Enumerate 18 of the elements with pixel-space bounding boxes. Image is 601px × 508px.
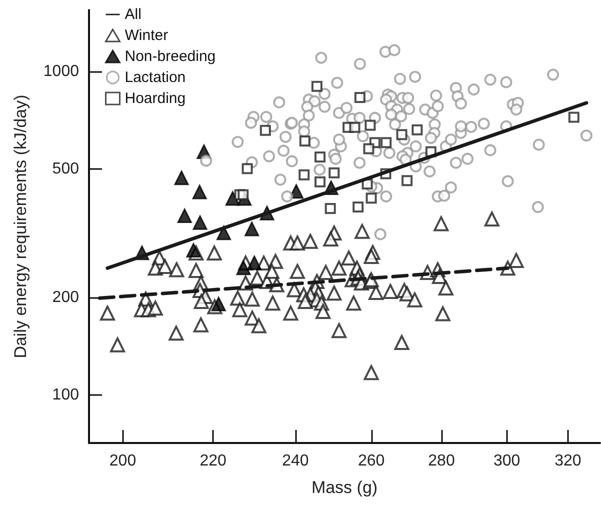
x-tick-label: 300 [493, 452, 520, 470]
y-tick-label: 200 [52, 289, 80, 306]
y-tick-label: 500 [52, 160, 80, 178]
legend-label: Lactation [124, 69, 186, 86]
y-axis-title: Daily energy requirements (kJ/day) [11, 94, 30, 358]
y-tick-label: 100 [52, 386, 80, 404]
x-tick-label: 240 [282, 452, 309, 470]
y-tick-label: 1000 [43, 63, 80, 80]
legend-label: All [124, 6, 142, 23]
x-tick-label: 320 [554, 452, 582, 470]
x-tick-label: 200 [109, 452, 136, 470]
x-axis-title: Mass (g) [311, 478, 378, 497]
legend-label: Non-breeding [124, 48, 216, 65]
x-tick-label: 220 [200, 452, 226, 470]
x-tick-label: 260 [358, 452, 385, 470]
legend-label: Hoarding [124, 90, 186, 107]
legend-label: Winter [124, 27, 168, 44]
x-tick-label: 280 [428, 452, 455, 470]
